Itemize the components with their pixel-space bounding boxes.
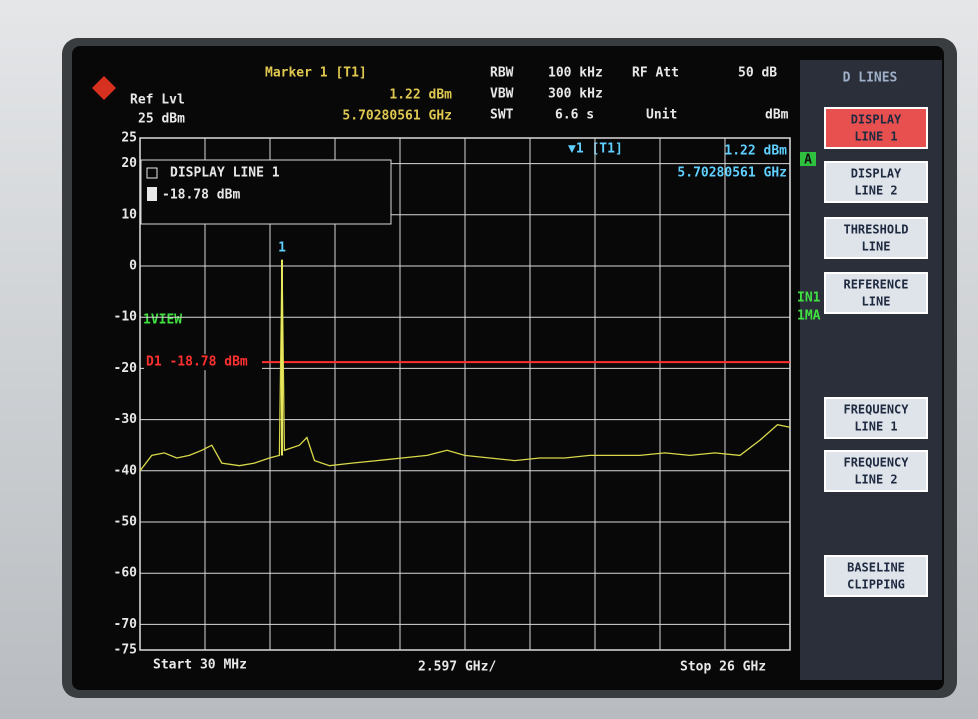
stop-label: Stop 26 GHz — [680, 660, 766, 675]
softkey-label[interactable]: CLIPPING — [847, 578, 905, 592]
softkey-face[interactable] — [824, 161, 928, 203]
y-tick-label: 10 — [121, 207, 137, 222]
trace-flag-box — [800, 152, 816, 166]
y-tick-label: -20 — [114, 361, 138, 376]
marker-title: Marker 1 [T1] — [265, 66, 367, 81]
unit-value: dBm — [765, 108, 789, 123]
y-tick-label: -30 — [114, 412, 138, 427]
softkey-face[interactable] — [824, 397, 928, 439]
trace — [139, 259, 791, 472]
softkey-face[interactable] — [824, 555, 928, 597]
softkey[interactable]: BASELINE CLIPPING — [824, 555, 928, 597]
trace-flag: A — [804, 153, 812, 168]
softkey-label[interactable]: LINE — [862, 295, 891, 309]
softkey-face[interactable] — [824, 107, 928, 149]
softkey-label[interactable]: LINE 2 — [854, 184, 897, 198]
swt-label: SWT — [490, 108, 514, 123]
y-tick-label: 20 — [121, 156, 137, 171]
softkey-label[interactable]: DISPLAY — [851, 167, 902, 181]
side-ma: 1MA — [797, 309, 821, 324]
ref-lvl-label: Ref Lvl — [130, 93, 185, 108]
softkey-face[interactable] — [824, 272, 928, 314]
y-tick-label: -60 — [114, 566, 138, 581]
y-tick-label: -50 — [114, 515, 138, 530]
softkey-face[interactable] — [824, 217, 928, 259]
display-line-label: D1 -18.78 dBm — [146, 355, 248, 370]
rf-att-label: RF Att — [632, 66, 679, 81]
softkey-label[interactable]: FREQUENCY — [843, 403, 909, 417]
start-label: Start 30 MHz — [153, 658, 247, 673]
logo — [92, 76, 116, 100]
softkey-label[interactable]: FREQUENCY — [843, 456, 909, 470]
softkey-label[interactable]: LINE 1 — [854, 420, 897, 434]
rf-att-value: 50 dB — [738, 66, 777, 81]
softkey-label[interactable]: REFERENCE — [843, 278, 908, 292]
marker-freq: 5.70280561 GHz — [342, 109, 452, 124]
unit-label: Unit — [646, 108, 677, 123]
softkey-label[interactable]: THRESHOLD — [843, 223, 908, 237]
info-box-icon — [146, 167, 158, 179]
softkey-label[interactable]: LINE — [862, 240, 891, 254]
vbw-value: 300 kHz — [548, 87, 603, 102]
info-box — [140, 159, 392, 225]
y-tick-label: 0 — [129, 259, 137, 274]
info-box-spin — [147, 187, 157, 201]
y-tick-label: -70 — [114, 617, 138, 632]
menu-title: D LINES — [843, 71, 898, 86]
graph-marker-level: 1.22 dBm — [724, 144, 787, 159]
swt-value: 6.6 s — [555, 108, 594, 123]
span-label: 2.597 GHz/ — [418, 660, 496, 675]
plot: 25 20 10 0 -10 -20 -30 -40 -50 -60 -70 -75 DISPLAY L… — [114, 131, 791, 658]
y-tick-label: -10 — [114, 310, 138, 325]
softkey[interactable]: FREQUENCY LINE 2 — [824, 450, 928, 492]
info-box-title: DISPLAY LINE 1 — [170, 166, 280, 181]
y-tick-label: -40 — [114, 463, 138, 478]
graph-marker-freq: 5.70280561 GHz — [677, 166, 787, 181]
display-line-label-bg — [144, 354, 262, 371]
softkey-label[interactable]: LINE 2 — [854, 473, 897, 487]
softkey[interactable]: THRESHOLD LINE — [824, 217, 928, 259]
side-in: IN1 — [797, 291, 821, 306]
softkey[interactable]: DISPLAY LINE 1 — [824, 107, 928, 149]
softkey-label[interactable]: BASELINE — [847, 561, 905, 575]
marker-level: 1.22 dBm — [389, 88, 452, 103]
y-tick-label: -75 — [114, 643, 137, 658]
view-label: 1VIEW — [143, 313, 182, 328]
softkey-label[interactable]: DISPLAY — [851, 113, 902, 127]
y-tick-label: 25 — [121, 131, 137, 146]
rbw-value: 100 kHz — [548, 66, 603, 81]
marker-label: 1 — [278, 240, 286, 255]
softkey-label[interactable]: LINE 1 — [854, 130, 897, 144]
rbw-label: RBW — [490, 66, 514, 81]
softkey[interactable]: FREQUENCY LINE 1 — [824, 397, 928, 439]
softkey[interactable]: REFERENCE LINE — [824, 272, 928, 314]
ref-lvl-value: 25 dBm — [138, 112, 185, 127]
vbw-label: VBW — [490, 87, 514, 102]
info-box-value: -18.78 dBm — [162, 188, 240, 203]
softkey-face[interactable] — [824, 450, 928, 492]
softkey[interactable]: DISPLAY LINE 2 — [824, 161, 928, 203]
